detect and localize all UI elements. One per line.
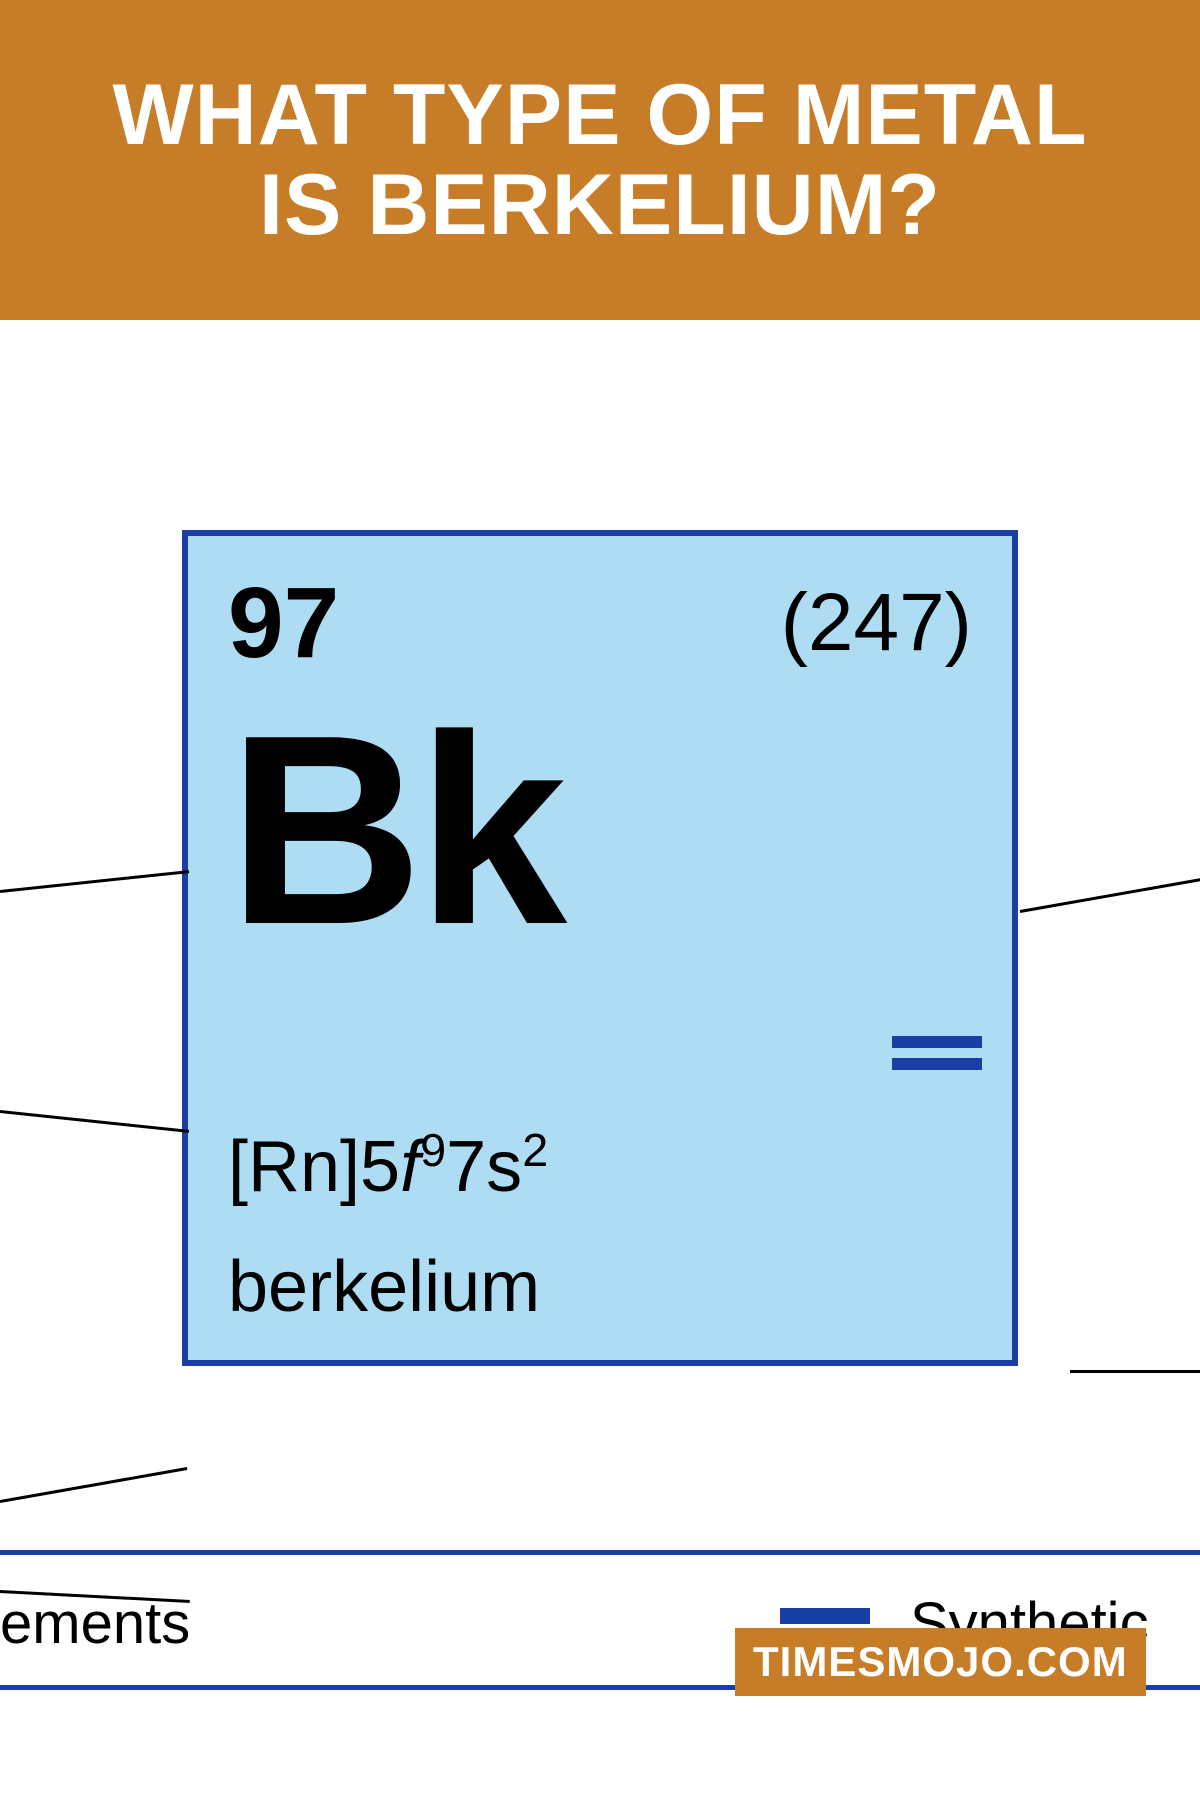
atomic-mass: (247) bbox=[781, 576, 972, 670]
callout-line bbox=[0, 870, 189, 893]
header-bar: WHAT TYPE OF METAL IS BERKELIUM? bbox=[0, 0, 1200, 320]
element-name: berkelium bbox=[228, 1246, 540, 1328]
marker-bar bbox=[892, 1058, 982, 1070]
electron-configuration: [Rn]5f97s2 bbox=[228, 1126, 548, 1208]
marker-bar bbox=[892, 1036, 982, 1048]
page-title: WHAT TYPE OF METAL IS BERKELIUM? bbox=[0, 70, 1200, 251]
content-area: 97 (247) Bk [Rn]5f97s2 berkelium ements … bbox=[0, 320, 1200, 1800]
econf-f: f bbox=[400, 1127, 420, 1207]
callout-line bbox=[0, 1110, 189, 1133]
watermark: TIMESMOJO.COM bbox=[735, 1628, 1146, 1696]
callout-line bbox=[1070, 1370, 1200, 1373]
econf-f-sup: 9 bbox=[420, 1124, 446, 1176]
synthetic-marker-icon bbox=[892, 1036, 982, 1070]
legend-text-left: ements bbox=[0, 1590, 190, 1657]
callout-line bbox=[1020, 875, 1200, 913]
atomic-number: 97 bbox=[228, 566, 339, 681]
econf-s: 7s bbox=[446, 1127, 522, 1207]
element-symbol: Bk bbox=[228, 676, 561, 986]
element-tile: 97 (247) Bk [Rn]5f97s2 berkelium bbox=[182, 530, 1018, 1366]
econf-prefix: [Rn]5 bbox=[228, 1127, 400, 1207]
callout-line bbox=[0, 1467, 187, 1503]
legend-synthetic-marker bbox=[780, 1608, 870, 1624]
econf-s-sup: 2 bbox=[522, 1124, 548, 1176]
